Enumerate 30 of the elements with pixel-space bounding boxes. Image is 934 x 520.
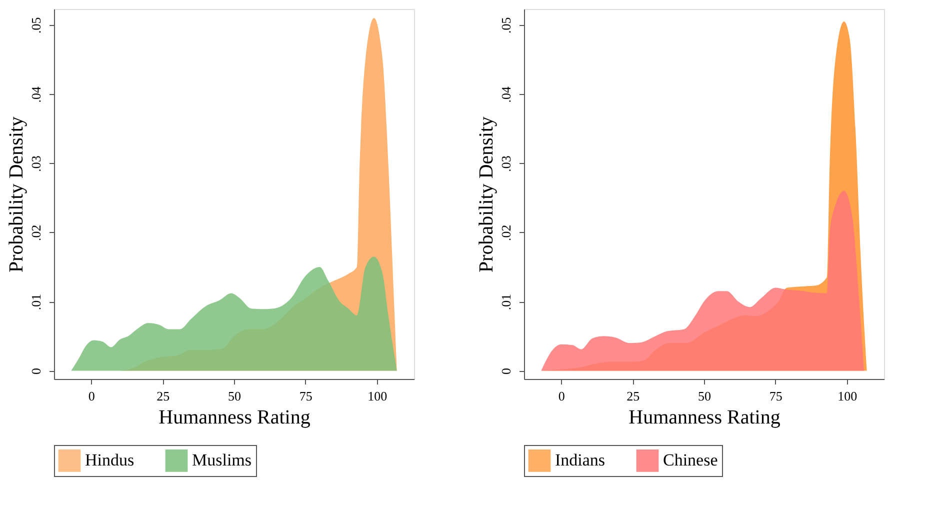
x-tick-label: 0: [88, 388, 95, 404]
y-tick-label: .04: [498, 86, 514, 103]
y-tick-label: .02: [28, 224, 44, 242]
y-tick-label: 0: [28, 368, 44, 374]
legend-label: Hindus: [85, 450, 134, 470]
x-tick-label: 50: [698, 388, 711, 404]
x-axis-title: Humanness Rating: [628, 406, 780, 428]
x-tick-label: 100: [838, 388, 858, 404]
x-tick-label: 25: [626, 388, 640, 404]
y-axis-title: Probability Density: [6, 116, 28, 273]
x-tick-label: 0: [558, 388, 565, 404]
y-tick-label: .05: [28, 17, 44, 34]
x-tick-label: 75: [299, 388, 312, 404]
y-tick-label: .03: [498, 156, 514, 172]
x-tick-label: 100: [368, 388, 388, 404]
x-tick-label: 25: [156, 388, 170, 404]
y-tick-label: .01: [498, 294, 514, 310]
y-tick-label: 0: [498, 368, 514, 374]
x-tick-label: 75: [769, 388, 782, 404]
y-tick-label: .04: [28, 86, 44, 103]
x-tick-label: 50: [228, 388, 241, 404]
legend-label: Chinese: [663, 450, 718, 470]
y-axis-title: Probability Density: [476, 116, 498, 273]
y-tick-label: .03: [28, 156, 44, 172]
legend-label: Muslims: [192, 450, 252, 470]
y-tick-label: .01: [28, 294, 44, 310]
y-tick-label: .02: [498, 224, 514, 242]
x-axis-title: Humanness Rating: [158, 406, 310, 428]
y-tick-label: .05: [498, 17, 514, 34]
legend-label: Indians: [555, 450, 606, 470]
